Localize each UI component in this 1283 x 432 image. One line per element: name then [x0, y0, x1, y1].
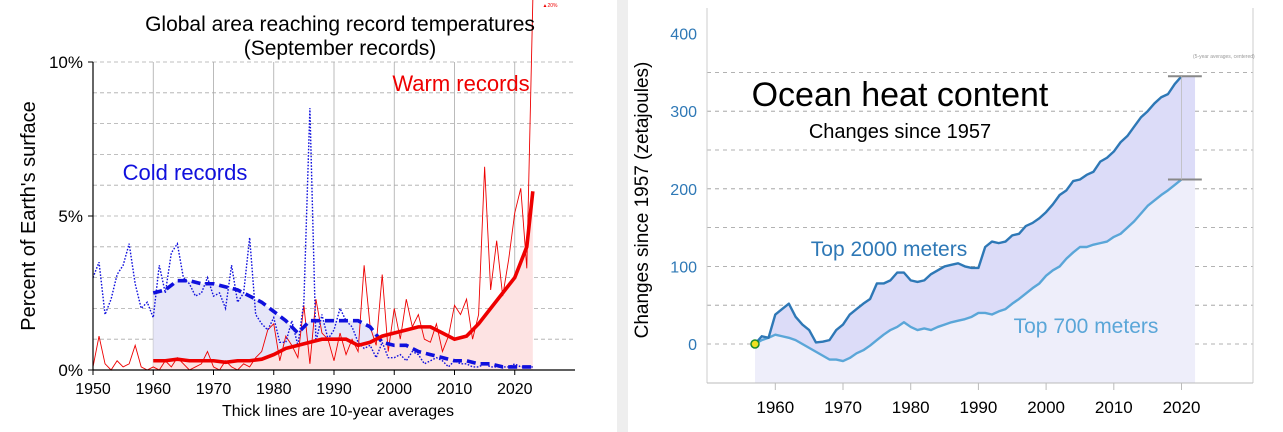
top-2000-label: Top 2000 meters	[811, 238, 967, 261]
cold-average-fill	[153, 280, 533, 370]
top-700-band-fill	[755, 179, 1196, 383]
left-y-tick-label: 10%	[49, 53, 83, 72]
right-x-tick-label: 2000	[1027, 398, 1065, 417]
warm-records-average-line	[153, 191, 535, 365]
overflow-label: ▲20%	[543, 3, 559, 9]
top-2000-line	[754, 75, 1183, 345]
left-x-tick-label: 1960	[135, 381, 171, 398]
top-700-label: Top 700 meters	[1014, 315, 1159, 338]
ocean-heat-content-chart: 1960 1970 1980 1990 2000 2010 2020 0 100 200 300 40…	[628, 0, 1283, 432]
right-series	[754, 75, 1183, 363]
cold-records-label: Cold records	[123, 160, 248, 185]
right-y-tick-label: 100	[670, 259, 697, 276]
right-ticks: 1960 1970 1980 1990 2000 2010 2020 0 100 200 300 40…	[670, 27, 1200, 417]
left-y-tick-label: 0%	[58, 361, 83, 380]
right-markers	[750, 75, 1202, 349]
right-y-tick-label: 200	[670, 182, 697, 199]
left-y-tick-label: 5%	[58, 207, 83, 226]
baseline-marker	[750, 339, 760, 349]
left-fills	[153, 191, 533, 370]
left-chart-subtitle: (September records)	[244, 37, 437, 60]
average-note: (5-year averages, centered)	[1193, 54, 1255, 60]
left-x-tick-label: 1980	[256, 381, 292, 398]
right-x-tick-label: 1990	[959, 398, 997, 417]
left-chart-title: Global area reaching record temperatures	[145, 13, 535, 36]
right-y-tick-label: 300	[670, 104, 697, 121]
left-x-axis-label: Thick lines are 10-year averages	[222, 403, 454, 420]
left-x-tick-label: 2000	[376, 381, 412, 398]
warm-records-label: Warm records	[392, 71, 529, 96]
top-700-line	[754, 178, 1183, 363]
right-y-tick-label: 400	[670, 27, 697, 44]
left-x-tick-label: 1970	[196, 381, 232, 398]
left-x-tick-label: 2010	[437, 381, 473, 398]
top-2000-band-fill	[755, 76, 1196, 362]
right-y-tick-label: 0	[688, 337, 697, 354]
left-y-axis-label: Percent of Earth's surface	[18, 101, 40, 330]
right-x-tick-label: 1980	[892, 398, 930, 417]
right-chart-subtitle: Changes since 1957	[809, 121, 991, 143]
right-chart-title: Ocean heat content	[752, 76, 1049, 114]
left-x-tick-label: 2020	[497, 381, 533, 398]
cold-records-annual-line	[92, 108, 533, 368]
left-ticks: 1950 1960 1970 1980 1990 2000 2010 2020 0% 5% 10%	[49, 53, 533, 398]
left-series	[92, 0, 535, 371]
right-x-tick-label: 1960	[756, 398, 794, 417]
left-x-tick-label: 1990	[316, 381, 352, 398]
right-fills	[755, 76, 1196, 383]
right-y-axis-label: Changes since 1957 (zetajoules)	[632, 62, 653, 339]
right-x-tick-label: 2010	[1095, 398, 1133, 417]
left-x-tick-label: 1950	[75, 381, 111, 398]
panel-divider	[617, 0, 628, 432]
right-x-tick-label: 1970	[824, 398, 862, 417]
warm-average-fill	[153, 191, 533, 370]
cold-records-average-line	[152, 278, 533, 369]
record-temperatures-chart: 1950 1960 1970 1980 1990 2000 2010 20200%5%10% …	[0, 0, 617, 432]
right-x-tick-label: 2020	[1163, 398, 1201, 417]
